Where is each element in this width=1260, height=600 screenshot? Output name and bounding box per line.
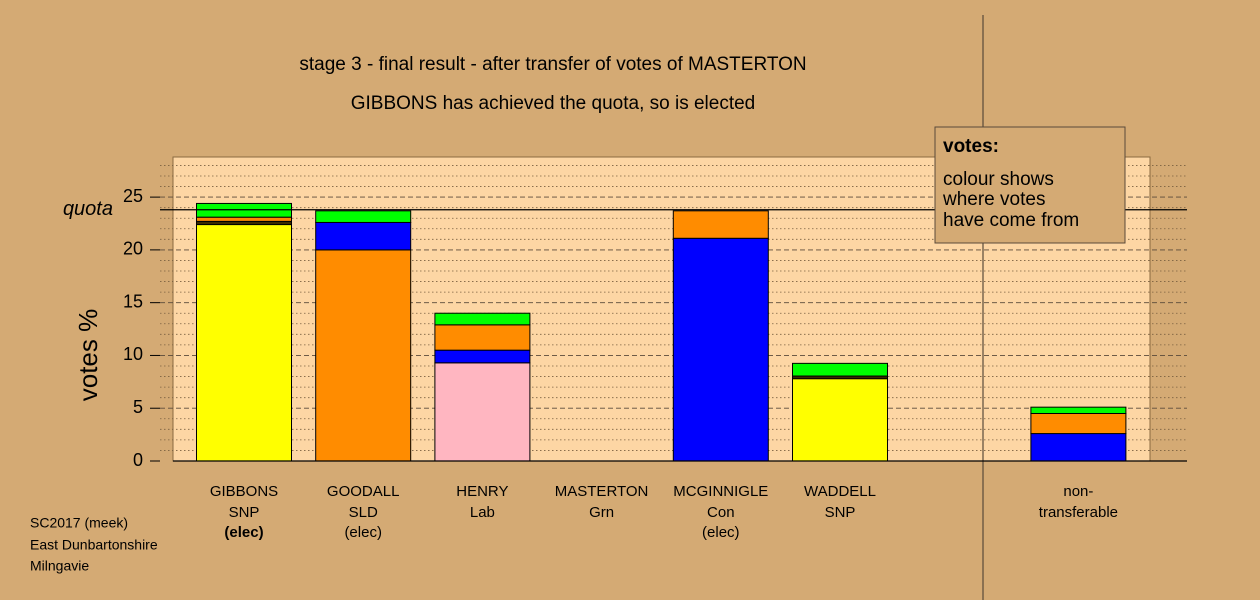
party-label: SLD (349, 504, 378, 521)
bar-segment (1030, 413, 1127, 435)
layer: 0 5 10 15 20 25 GIBBONS SNP (elec) GOODALL SLD (ele… (63, 165, 1187, 541)
note-line: colour shows (943, 169, 1054, 190)
bar-segment (434, 349, 531, 364)
party-label: SNP (229, 504, 260, 521)
party-label: Lab (470, 504, 495, 521)
party-label: Con (707, 504, 735, 521)
x-tick-label: GIBBONS (210, 483, 278, 500)
y-tick-label: 0 (133, 450, 143, 470)
status-label: (elec) (344, 524, 382, 541)
bar-segment (672, 237, 769, 462)
bar-segment (315, 249, 412, 462)
status-label: (elec) (224, 524, 263, 541)
x-tick-label: GOODALL (327, 483, 400, 500)
party-label: transferable (1039, 504, 1118, 521)
quota-label: quota (63, 198, 113, 220)
bar-segment (434, 312, 531, 326)
note-line: have come from (943, 210, 1079, 231)
x-tick-label: WADDELL (804, 483, 876, 500)
bar-segment (792, 378, 888, 462)
bar-segment (196, 216, 292, 222)
party-label: SNP (825, 504, 856, 521)
bar-segment (1030, 406, 1127, 414)
bar-segment (315, 210, 412, 223)
footer-line: East Dunbartonshire (30, 537, 158, 553)
bar-segment (315, 221, 412, 251)
x-tick-label: MASTERTON (555, 483, 649, 500)
party-label: Grn (589, 504, 614, 521)
x-tick-label: MCGINNIGLE (673, 483, 768, 500)
chart-subtitle: GIBBONS has achieved the quota, so is el… (351, 93, 756, 114)
y-tick-label: 15 (123, 291, 143, 311)
chart-title: stage 3 - final result - after transfer … (299, 54, 806, 75)
note-heading: votes: (943, 136, 999, 157)
y-tick-label: 5 (133, 397, 143, 417)
footer-line: SC2017 (meek) (30, 515, 128, 531)
bar-segment (434, 324, 531, 351)
y-tick-label: 25 (123, 186, 143, 206)
y-tick-label: 20 (123, 239, 143, 259)
footer-line: Milngavie (30, 558, 89, 574)
status-label: (elec) (702, 524, 740, 541)
note-box (934, 126, 1126, 244)
y-tick-label: 10 (123, 344, 143, 364)
bar-segment (434, 362, 531, 462)
bar-segment (196, 224, 292, 462)
bar-segment (792, 362, 888, 377)
x-tick-label: HENRY (456, 483, 508, 500)
y-axis-label: votes % (73, 309, 103, 402)
note-line: where votes (942, 189, 1045, 210)
x-tick-label: non- (1063, 483, 1093, 500)
bar-segment (1030, 433, 1127, 462)
bar-segment (672, 210, 769, 239)
